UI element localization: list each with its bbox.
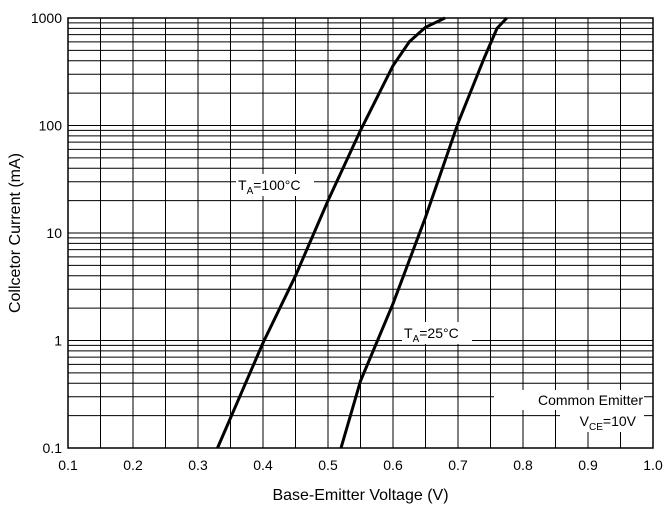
- plot-frame: [67, 17, 654, 449]
- x-tick-label: 0.3: [188, 457, 208, 473]
- x-tick-label: 0.6: [383, 457, 403, 473]
- x-tick-label: 0.8: [513, 457, 533, 473]
- series-label-2: TA=25°C: [404, 325, 459, 345]
- curves: [216, 16, 508, 449]
- annotation-value: =10V: [603, 413, 637, 429]
- x-tick-label: 0.5: [318, 457, 338, 473]
- x-tick-label: 1.0: [643, 457, 663, 473]
- grid: [68, 18, 653, 448]
- annotation-line1: Common Emitter: [538, 392, 643, 408]
- y-tick-label: 10: [46, 225, 62, 241]
- y-axis-title: Collcetor Current (mA): [7, 153, 24, 313]
- y-tick-label: 1: [54, 333, 62, 349]
- curve-series-1: [216, 16, 446, 449]
- y-tick-label: 1000: [31, 10, 62, 26]
- annotation-v: V: [580, 413, 590, 429]
- y-tick-label: 100: [39, 118, 63, 134]
- x-tick-labels: 0.1 0.2 0.3 0.4 0.5 0.6 0.7 0.8 0.9 1.0: [58, 457, 663, 473]
- series-label-1: TA=100°C: [238, 177, 300, 197]
- series-labels: TA=100°C TA=25°C: [236, 174, 472, 345]
- series-label-bg: [236, 174, 314, 196]
- curve-series-2: [339, 16, 508, 449]
- annotation-line2: VCE=10V: [580, 413, 637, 433]
- x-tick-label: 0.1: [58, 457, 78, 473]
- x-tick-label: 0.4: [253, 457, 273, 473]
- common-emitter-annotation: Common Emitter VCE=10V: [494, 390, 644, 433]
- x-tick-label: 0.9: [578, 457, 598, 473]
- x-tick-label: 0.2: [123, 457, 143, 473]
- y-tick-labels: 0.1 1 10 100 1000: [31, 10, 62, 456]
- series-label-bg: [402, 322, 472, 344]
- x-axis-title: Base-Emitter Voltage (V): [272, 487, 448, 504]
- x-tick-label: 0.7: [448, 457, 468, 473]
- annotation-ce: CE: [589, 422, 603, 433]
- y-tick-label: 0.1: [43, 440, 63, 456]
